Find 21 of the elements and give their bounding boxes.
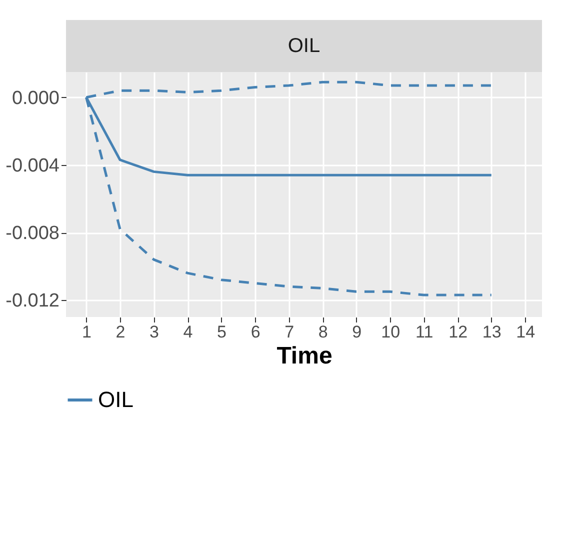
y-tick-label: -0.004 <box>6 155 60 176</box>
x-tick-label: 10 <box>381 322 400 342</box>
y-tick-label: -0.008 <box>6 223 60 244</box>
x-tick-label: 8 <box>318 322 328 342</box>
x-tick-label: 9 <box>352 322 362 342</box>
chart-title: OIL <box>288 35 320 57</box>
x-tick-label: 7 <box>284 322 294 342</box>
x-tick-label: 11 <box>416 322 434 342</box>
x-tick-label: 4 <box>183 322 193 342</box>
legend-label: OIL <box>98 387 134 412</box>
x-tick-label: 5 <box>217 322 227 342</box>
x-tick-label: 14 <box>516 322 536 342</box>
x-tick-label: 13 <box>482 322 502 342</box>
x-tick-label: 1 <box>82 322 92 342</box>
x-tick-label: 2 <box>116 322 126 342</box>
x-tick-label: 6 <box>250 322 260 342</box>
y-tick-label: 0.000 <box>12 88 60 109</box>
x-tick-label: 3 <box>150 322 160 342</box>
y-tick-label: -0.012 <box>6 290 60 312</box>
x-tick-label: 12 <box>448 322 468 342</box>
x-axis-title: Time <box>276 342 332 370</box>
